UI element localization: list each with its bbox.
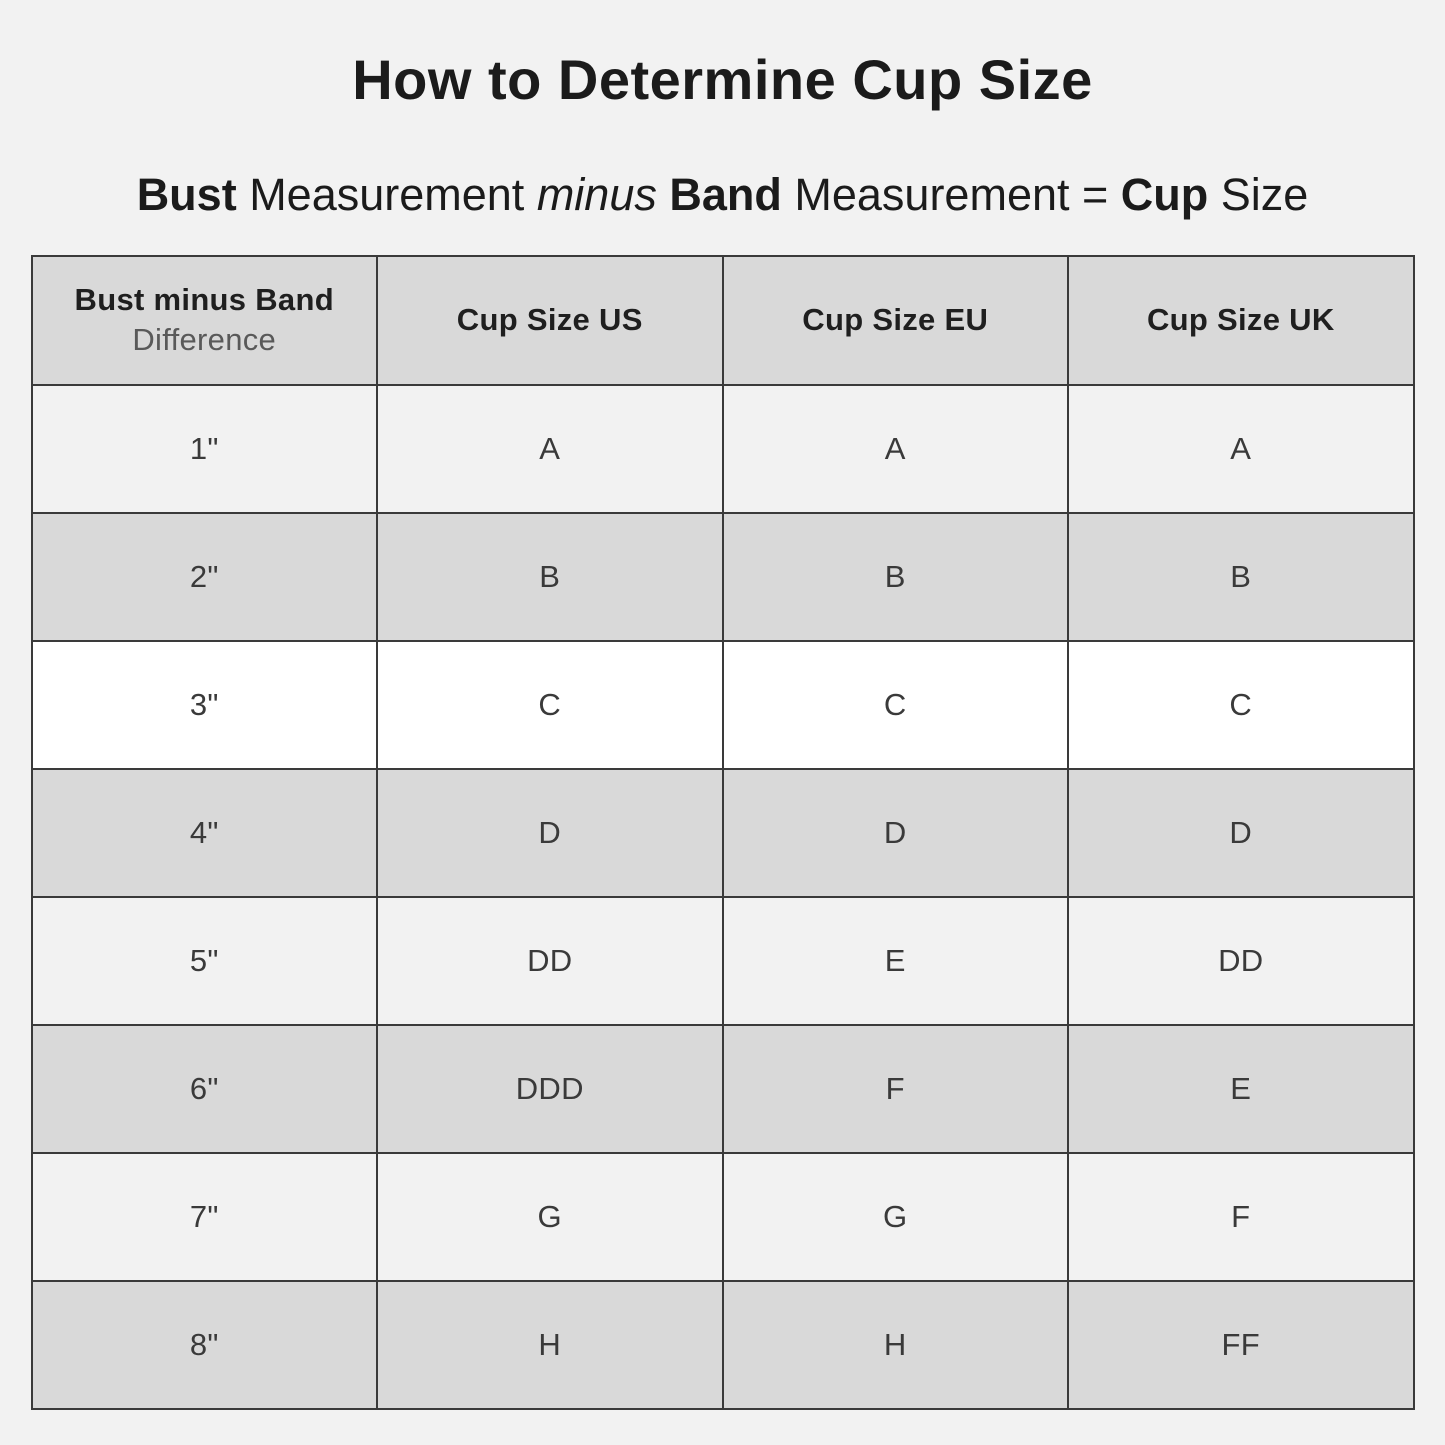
cup-size-table-header: Bust minus Band Difference Cup Size US C… [30, 254, 1415, 386]
formula-measurement2-label: Measurement = [781, 169, 1121, 221]
cell-diff: 5" [30, 895, 378, 1026]
cell-cup-size-us: C [376, 639, 724, 770]
formula-band-label: Band [656, 169, 782, 221]
header-bust-minus-band-title: Bust minus Band [74, 282, 334, 318]
header-difference-sub-label: Difference [132, 322, 277, 358]
cell-cup-size-uk: D [1067, 767, 1415, 898]
cell-cup-size-eu: E [721, 895, 1069, 1026]
table-row-4-inch: 4" D D D [30, 767, 1415, 898]
cell-cup-size-eu: C [721, 639, 1069, 770]
cell-cup-size-us: A [376, 383, 724, 514]
cell-cup-size-eu: B [721, 511, 1069, 642]
cell-diff: 3" [30, 639, 378, 770]
cell-diff: 4" [30, 767, 378, 898]
header-bust-minus-band: Bust minus Band Difference [30, 254, 378, 386]
header-cup-size-eu: Cup Size EU [721, 254, 1069, 386]
cell-diff: 1" [30, 383, 378, 514]
cell-diff: 6" [30, 1023, 378, 1154]
header-cup-size-us: Cup Size US [376, 254, 724, 386]
cup-size-table-body: 1" A A A 2" B B B 3" C C C 4" D D D 5" D… [30, 383, 1415, 1410]
table-row-3-inch-highlighted: 3" C C C [30, 639, 1415, 770]
table-row-8-inch: 8" H H FF [30, 1279, 1415, 1410]
formula-measurement1-label: Measurement [236, 169, 537, 221]
cell-cup-size-uk: E [1067, 1023, 1415, 1154]
cell-cup-size-eu: G [721, 1151, 1069, 1282]
table-row-7-inch: 7" G G F [30, 1151, 1415, 1282]
cell-cup-size-eu: D [721, 767, 1069, 898]
cell-cup-size-us: B [376, 511, 724, 642]
cell-cup-size-us: DD [376, 895, 724, 1026]
table-row-5-inch: 5" DD E DD [30, 895, 1415, 1026]
table-row-2-inch: 2" B B B [30, 511, 1415, 642]
cell-cup-size-uk: A [1067, 383, 1415, 514]
cell-cup-size-us: H [376, 1279, 724, 1410]
cell-diff: 2" [30, 511, 378, 642]
cell-cup-size-uk: DD [1067, 895, 1415, 1026]
formula-bust-label: Bust [136, 169, 237, 221]
cell-cup-size-us: D [376, 767, 724, 898]
table-row-6-inch: 6" DDD F E [30, 1023, 1415, 1154]
page-title: How to Determine Cup Size [352, 48, 1093, 111]
cup-size-table: Bust minus Band Difference Cup Size US C… [30, 254, 1415, 1410]
header-cup-size-uk: Cup Size UK [1067, 254, 1415, 386]
table-row-1-inch: 1" A A A [30, 383, 1415, 514]
cell-cup-size-uk: B [1067, 511, 1415, 642]
formula-size-label: Size [1208, 169, 1309, 221]
cell-cup-size-eu: H [721, 1279, 1069, 1410]
cell-diff: 7" [30, 1151, 378, 1282]
cell-cup-size-eu: A [721, 383, 1069, 514]
header-row: Bust minus Band Difference Cup Size US C… [30, 254, 1415, 386]
formula-minus-label: minus [536, 169, 657, 221]
cell-cup-size-us: G [376, 1151, 724, 1282]
cell-cup-size-uk: FF [1067, 1279, 1415, 1410]
cell-cup-size-uk: F [1067, 1151, 1415, 1282]
cell-cup-size-uk: C [1067, 639, 1415, 770]
cell-diff: 8" [30, 1279, 378, 1410]
formula-cup-label: Cup [1120, 169, 1209, 221]
cell-cup-size-eu: F [721, 1023, 1069, 1154]
formula-subtitle: Bust Measurement minus Band Measurement … [0, 169, 1445, 221]
cell-cup-size-us: DDD [376, 1023, 724, 1154]
